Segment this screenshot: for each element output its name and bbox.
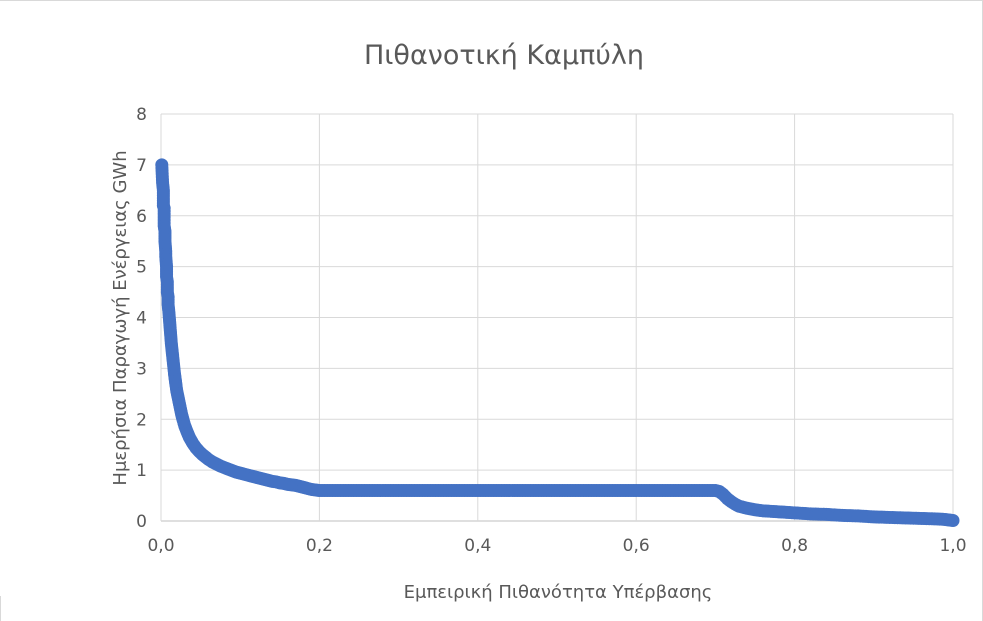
gridlines <box>160 113 954 522</box>
x-tick-label: 0,0 <box>147 536 174 556</box>
y-tick-label: 0 <box>136 512 147 532</box>
y-tick-label: 6 <box>136 207 147 227</box>
y-tick-label: 3 <box>136 359 147 379</box>
y-tick-label: 1 <box>136 461 147 481</box>
y-tick-label: 8 <box>136 105 147 125</box>
x-tick-label: 0,2 <box>306 536 333 556</box>
chart-border-top <box>0 0 983 1</box>
y-tick-label: 5 <box>136 258 147 278</box>
y-tick-label: 4 <box>136 309 147 329</box>
chart-title: Πιθανοτική Καμπύλη <box>364 40 644 71</box>
y-tick-label: 7 <box>136 156 147 176</box>
data-point <box>946 513 960 527</box>
x-tick-label: 0,6 <box>623 536 650 556</box>
plot-area <box>155 158 960 527</box>
x-axis-title: Εμπειρική Πιθανότητα Υπέρβασης <box>404 582 713 603</box>
axis-labels: 0 1 2 3 4 5 6 7 8 0,0 0,2 0,4 0,6 0,8 1,0 <box>136 105 966 556</box>
chart-border-left <box>0 596 1 621</box>
y-tick-label: 2 <box>136 410 147 430</box>
x-tick-label: 1,0 <box>939 536 966 556</box>
y-axis-title: Ημερήσια Παραγωγή Ενέργειας GWh <box>110 150 131 485</box>
x-tick-label: 0,4 <box>464 536 491 556</box>
x-tick-label: 0,8 <box>781 536 808 556</box>
